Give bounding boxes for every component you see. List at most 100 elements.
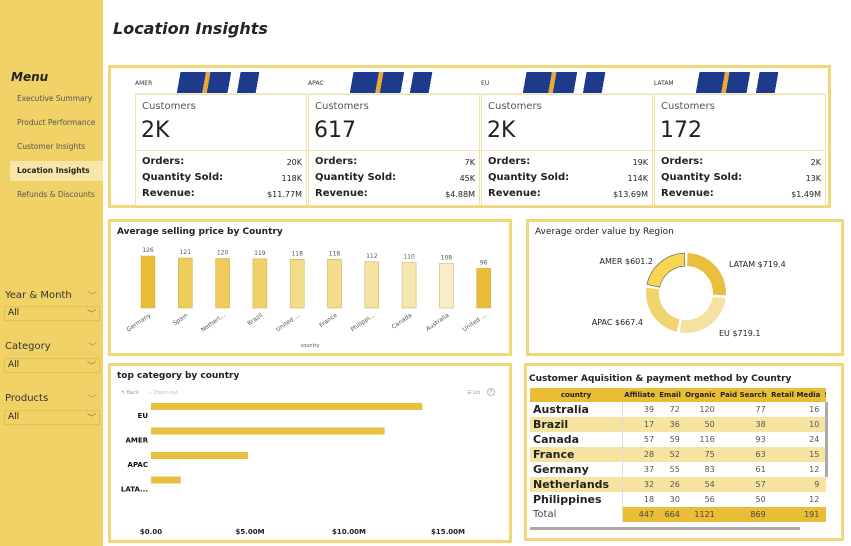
region-banner: LATAM	[654, 72, 826, 94]
value-cell: 37	[643, 464, 655, 474]
filter-year-month-select[interactable]: All ﹀	[4, 306, 100, 321]
bar[interactable]	[151, 476, 181, 484]
value-cell: 24	[809, 434, 820, 444]
nav-customer-insights[interactable]: Customer Insights	[17, 142, 86, 151]
chevron-down-icon[interactable]: ﹀	[88, 395, 98, 405]
nav-executive-summary[interactable]: Executive Summary	[17, 94, 93, 103]
back-button[interactable]: ↰ Back	[121, 390, 139, 396]
zoom-out-button[interactable]: ⌕ Zoom-out	[149, 390, 178, 396]
legend-toggle[interactable]: ☰ Lin	[467, 390, 481, 396]
column-header[interactable]: Paid Search	[717, 388, 769, 402]
x-tick-label: Spain	[172, 312, 190, 327]
country-cell: Germany	[530, 462, 623, 477]
x-tick-label: United ...	[275, 312, 301, 333]
donut-slice[interactable]	[646, 287, 680, 332]
chevron-down-icon: ﹀	[86, 414, 96, 424]
qty-row: Quantity Sold: 45K	[315, 172, 475, 183]
data-label: 112	[366, 253, 378, 260]
horizontal-scrollbar[interactable]	[530, 527, 800, 530]
avg-selling-price-chart: Average selling price by Country 126 Germ…	[108, 219, 512, 356]
chevron-down-icon[interactable]: ﹀	[88, 292, 98, 302]
column-header[interactable]: Affiliate	[622, 388, 658, 402]
banner-image	[346, 72, 436, 93]
legend-label: Lin	[473, 390, 481, 396]
qty-row: Quantity Sold: 13K	[661, 172, 821, 183]
value-cell: 83	[704, 464, 715, 474]
revenue-value: $4.88M	[445, 190, 475, 199]
value-cell: 93	[755, 434, 766, 444]
bar[interactable]	[178, 257, 193, 309]
value-cell: 56	[704, 494, 715, 504]
country-cell: Netherlands	[530, 477, 623, 492]
donut-slice[interactable]	[646, 252, 686, 288]
bar[interactable]	[140, 255, 156, 309]
customers-value: 617	[314, 118, 356, 143]
qty-label: Quantity Sold:	[661, 172, 743, 183]
table-header: country Affiliate Email Organic Paid Search R…	[530, 388, 826, 402]
help-icon[interactable]: ?	[487, 388, 495, 396]
qty-value: 114K	[627, 174, 648, 183]
value-cell: 57	[717, 477, 769, 492]
column-header[interactable]: Retail Media	[768, 388, 823, 402]
column-header[interactable]: Email	[657, 388, 683, 402]
nav-location-insights[interactable]: Location Insights	[10, 161, 103, 181]
nav-product-performance[interactable]: Product Performance	[17, 118, 96, 127]
bar[interactable]	[476, 268, 491, 309]
bar[interactable]	[151, 403, 423, 410]
revenue-label: Revenue:	[488, 188, 541, 199]
column-header[interactable]: country	[530, 388, 622, 402]
bar[interactable]	[327, 259, 342, 309]
orders-row: Orders: 2K	[661, 156, 821, 167]
bar[interactable]	[401, 262, 417, 309]
kpi-panel: AMER Customers 2K Orders: 20K Quantity So…	[108, 65, 831, 208]
column-header[interactable]: S	[822, 388, 826, 402]
bar[interactable]	[151, 452, 249, 459]
table-viewport: country Affiliate Email Organic Paid Search R…	[530, 388, 826, 524]
vertical-scrollbar[interactable]	[825, 402, 828, 477]
bar[interactable]	[289, 259, 305, 309]
kpi-card-eu: EU Customers 2K Orders: 19K Quantity Sold…	[481, 72, 653, 206]
data-label: 120	[217, 249, 229, 256]
bar[interactable]	[215, 258, 230, 309]
slice-label: EU $719.1	[719, 329, 760, 338]
filter-products-select[interactable]: All ﹀	[4, 410, 100, 425]
chart-title: top category by country	[117, 371, 240, 381]
revenue-label: Revenue:	[315, 188, 368, 199]
x-tick-label: $0.00	[140, 528, 162, 536]
value-cell: 12	[809, 494, 820, 504]
value-cell: 39	[643, 404, 655, 414]
filter-category-label: Category	[5, 341, 51, 352]
bar[interactable]	[151, 427, 385, 435]
donut-slice[interactable]	[687, 253, 726, 296]
table-row: Australia 39 72 120 77 16	[530, 402, 826, 417]
orders-row: Orders: 20K	[142, 156, 302, 167]
region-banner: AMER	[135, 72, 307, 94]
bar[interactable]	[252, 258, 268, 309]
kpi-card-latam: LATAM Customers 172 Orders: 2K Quantity S…	[654, 72, 826, 206]
table-row: Germany 37 55 83 61 12	[530, 462, 826, 477]
kpi-card-amer: AMER Customers 2K Orders: 20K Quantity So…	[135, 72, 307, 206]
nav-refunds-discounts[interactable]: Refunds & Discounts	[17, 190, 95, 199]
data-label: 119	[254, 250, 266, 257]
revenue-row: Revenue: $11.77M	[142, 188, 302, 199]
column-header[interactable]: Organic	[682, 388, 718, 402]
revenue-row: Revenue: $13.69M	[488, 188, 648, 199]
orders-row: Orders: 19K	[488, 156, 648, 167]
customers-value: 2K	[487, 118, 516, 143]
divider	[655, 150, 825, 151]
chevron-down-icon[interactable]: ﹀	[88, 343, 98, 353]
value-cell: 9	[768, 477, 823, 492]
filter-category-select[interactable]: All ﹀	[4, 358, 100, 373]
divider	[309, 150, 479, 151]
bar[interactable]	[439, 263, 454, 309]
donut-slice[interactable]	[679, 296, 726, 333]
data-label: 126	[142, 247, 154, 254]
customers-label: Customers	[142, 101, 196, 112]
hbar-chart-svg: EU AMER APAC LATA... $0.00 $5.00M $10.00M $15.0…	[121, 403, 465, 536]
banner-image	[519, 72, 609, 93]
total-cell: 447	[622, 507, 658, 522]
filter-value: All	[8, 412, 20, 422]
bar[interactable]	[364, 261, 380, 309]
value-cell: 63	[717, 447, 769, 462]
data-label: 110	[403, 254, 415, 261]
